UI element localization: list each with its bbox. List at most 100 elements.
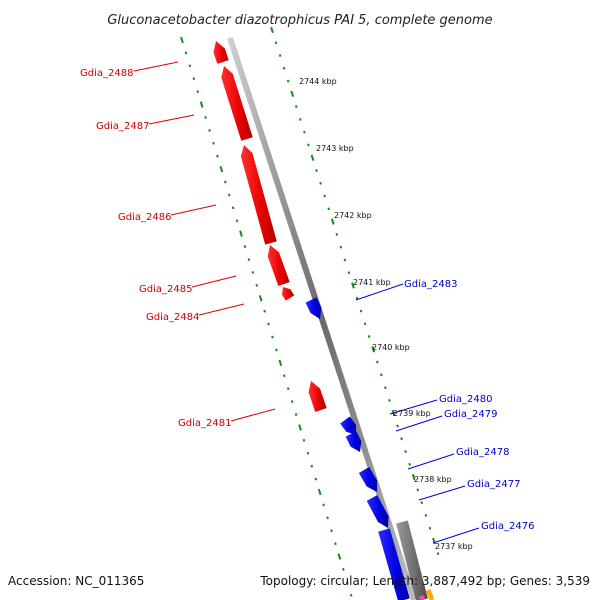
- minor-tick: [255, 283, 259, 287]
- minor-tick: [400, 437, 403, 441]
- major-tick: [317, 488, 322, 496]
- minor-tick: [286, 79, 290, 83]
- scale-label: 2743 kbp: [316, 144, 354, 153]
- minor-tick: [271, 335, 274, 339]
- minor-tick: [192, 77, 196, 81]
- minor-tick: [184, 51, 188, 55]
- gene-gdia-2483[interactable]: [305, 297, 322, 319]
- minor-tick: [294, 105, 298, 109]
- scale-label: 2737 kbp: [435, 542, 473, 551]
- leader-line: [395, 415, 443, 432]
- minor-tick: [355, 296, 359, 300]
- gene-label[interactable]: Gdia_2485: [139, 284, 192, 295]
- gene-other-feature[interactable]: [396, 520, 428, 600]
- major-tick: [278, 359, 283, 367]
- gene-gdia-2488[interactable]: [213, 41, 229, 64]
- gene-label[interactable]: Gdia_2480: [439, 394, 492, 405]
- minor-tick: [290, 400, 294, 404]
- minor-tick: [188, 64, 192, 68]
- minor-tick: [345, 580, 349, 584]
- minor-tick: [303, 130, 306, 134]
- scale-label: 2740 kbp: [372, 343, 410, 352]
- minor-tick: [251, 271, 255, 274]
- minor-tick: [396, 424, 399, 428]
- minor-tick: [334, 542, 337, 546]
- major-tick: [199, 101, 204, 108]
- leader-line: [191, 275, 237, 288]
- gene-gdia-2480[interactable]: [340, 416, 356, 435]
- minor-tick: [307, 143, 310, 147]
- minor-tick: [335, 232, 339, 236]
- minor-tick: [282, 66, 286, 70]
- minor-tick: [275, 348, 278, 352]
- scale-label: 2744 kbp: [299, 77, 337, 86]
- minor-tick: [380, 373, 383, 377]
- minor-tick: [310, 464, 314, 468]
- leader-line: [148, 114, 195, 125]
- minor-tick: [326, 516, 329, 520]
- major-tick: [290, 90, 295, 98]
- gene-label[interactable]: Gdia_2481: [178, 418, 231, 429]
- forward-gene-labels: Gdia_2488 Gdia_2487 Gdia_2486 Gdia_2485 …: [80, 68, 231, 429]
- minor-tick: [278, 54, 282, 57]
- major-tick: [330, 218, 335, 225]
- minor-tick: [302, 438, 306, 442]
- gene-gdia-2478[interactable]: [358, 466, 378, 492]
- gene-gdia-2485[interactable]: [267, 245, 290, 287]
- minor-tick: [416, 488, 420, 492]
- gene-gdia-2487[interactable]: [221, 66, 253, 141]
- minor-tick: [235, 219, 239, 223]
- gene-gdia-2484[interactable]: [281, 287, 295, 301]
- gene-features: [213, 41, 435, 600]
- gene-label[interactable]: Gdia_2477: [467, 479, 520, 490]
- gene-label[interactable]: Gdia_2487: [96, 121, 149, 132]
- minor-tick: [243, 245, 247, 249]
- minor-tick: [330, 529, 333, 533]
- minor-tick: [342, 568, 345, 571]
- gene-other-feature-orange[interactable]: [425, 589, 435, 600]
- gene-label[interactable]: Gdia_2476: [481, 521, 534, 532]
- major-tick: [337, 553, 342, 560]
- minor-tick: [408, 462, 411, 466]
- gene-other-feature-pink[interactable]: [418, 594, 426, 600]
- accession-text: Accession: NC_011365: [8, 574, 144, 588]
- major-tick: [270, 26, 274, 34]
- gene-label[interactable]: Gdia_2479: [444, 409, 497, 420]
- gene-label[interactable]: Gdia_2478: [456, 447, 509, 458]
- minor-tick: [286, 387, 290, 391]
- minor-tick: [294, 413, 298, 416]
- minor-tick: [212, 141, 215, 145]
- minor-tick: [404, 450, 407, 453]
- minor-tick: [384, 386, 387, 390]
- scale-label: 2742 kbp: [334, 211, 372, 220]
- gene-gdia-2486[interactable]: [240, 145, 277, 245]
- major-tick: [239, 230, 243, 237]
- major-tick: [180, 36, 184, 44]
- major-tick: [219, 165, 224, 173]
- minor-tick: [424, 513, 428, 517]
- leader-line: [355, 283, 404, 301]
- minor-tick: [428, 526, 432, 530]
- minor-tick: [323, 194, 326, 198]
- minor-tick: [227, 193, 231, 197]
- gene-gdia-2477[interactable]: [366, 495, 389, 528]
- minor-tick: [319, 181, 322, 185]
- minor-tick: [375, 360, 379, 364]
- minor-tick: [247, 258, 251, 261]
- minor-tick: [349, 593, 353, 597]
- gene-label[interactable]: Gdia_2486: [118, 212, 171, 223]
- gene-gdia-2479[interactable]: [345, 431, 362, 452]
- major-tick: [298, 424, 302, 431]
- gene-label[interactable]: Gdia_2488: [80, 68, 133, 79]
- gene-label[interactable]: Gdia_2484: [146, 312, 199, 323]
- minor-tick: [314, 477, 318, 481]
- gene-gdia-2476[interactable]: [378, 528, 410, 600]
- minor-tick: [367, 335, 371, 339]
- minor-tick: [327, 207, 331, 211]
- minor-tick: [208, 128, 211, 132]
- gene-gdia-2481[interactable]: [308, 381, 327, 412]
- gene-label[interactable]: Gdia_2483: [404, 279, 457, 290]
- leader-line: [133, 61, 179, 72]
- minor-tick: [231, 206, 235, 210]
